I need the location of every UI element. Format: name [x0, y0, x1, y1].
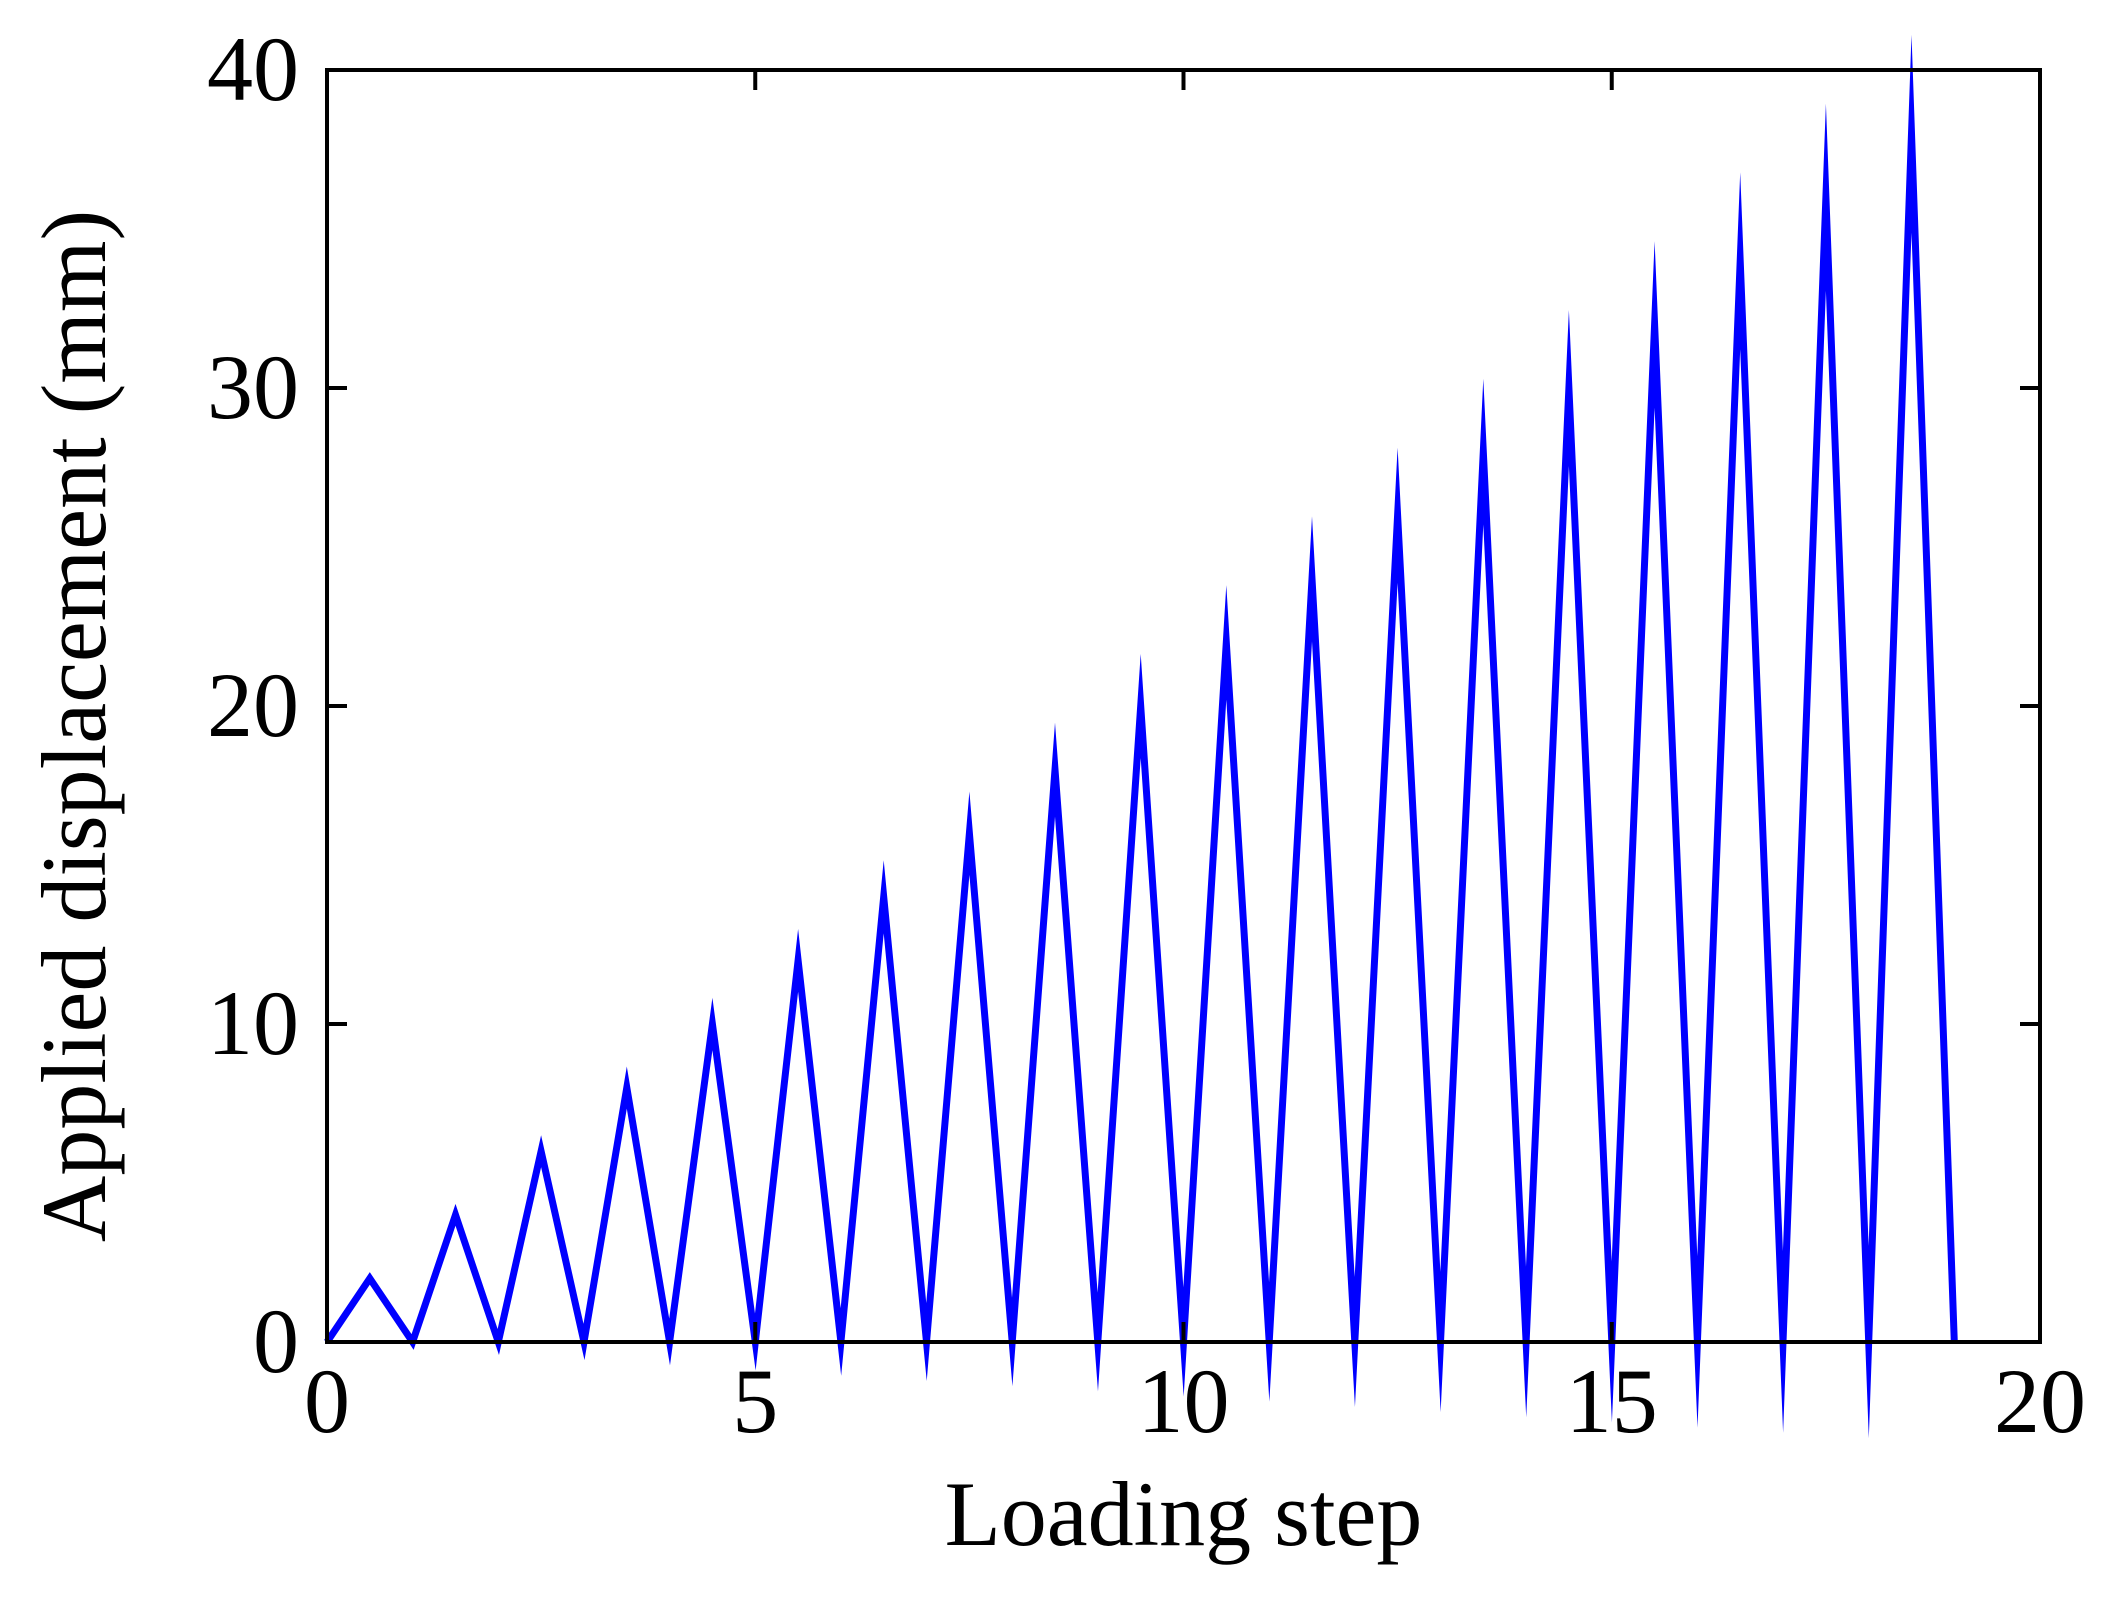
x-tick-label: 15	[1566, 1350, 1658, 1452]
tick-layer: 0 5 10 15 20 0 10 20 30 40	[207, 18, 2086, 1452]
x-tick-label: 10	[1138, 1350, 1230, 1452]
y-tick-label: 10	[207, 972, 299, 1074]
y-tick-label: 0	[253, 1290, 299, 1392]
y-tick-label: 20	[207, 654, 299, 756]
x-tick-label: 0	[304, 1350, 350, 1452]
x-axis-title: Loading step	[945, 1463, 1423, 1565]
x-tick-label: 5	[732, 1350, 778, 1452]
x-tick-label: 20	[1994, 1350, 2086, 1452]
y-tick-label: 40	[207, 18, 299, 120]
y-axis-title: Applied displacement (mm)	[23, 210, 125, 1242]
plot-layer	[324, 34, 1958, 1439]
series-line-0	[324, 34, 1958, 1439]
y-tick-label: 30	[207, 336, 299, 438]
